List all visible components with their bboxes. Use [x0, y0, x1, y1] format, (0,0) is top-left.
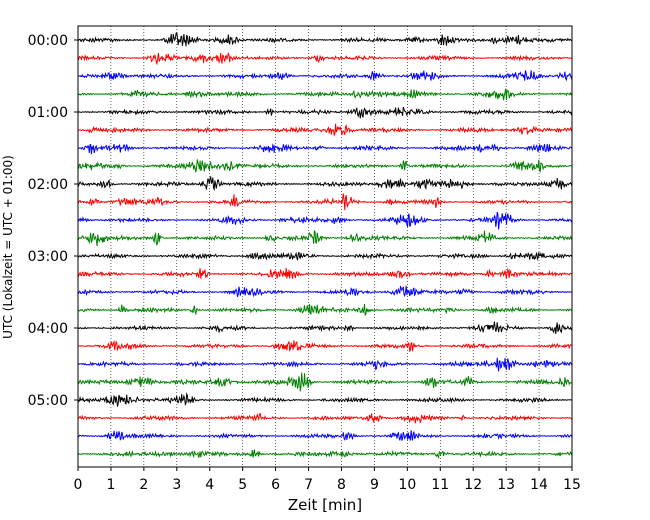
plot-area [77, 25, 573, 468]
x-tick-label: 0 [74, 477, 83, 493]
y-tick-label: 03:00 [28, 249, 68, 265]
seismic-trace-0545 [77, 449, 573, 460]
seismic-trace-0215 [77, 193, 573, 211]
x-tick-label: 4 [205, 477, 214, 493]
x-tick-label: 8 [337, 477, 346, 493]
seismic-trace-0445 [77, 372, 573, 392]
x-tick-label: 9 [370, 477, 379, 493]
x-tick-label: 7 [304, 477, 313, 493]
x-tick-label: 13 [497, 477, 515, 493]
y-tick-label: 02:00 [28, 177, 68, 193]
seismic-trace-0400 [77, 321, 573, 335]
seismic-trace-0315 [77, 267, 573, 279]
seismic-trace-0345 [77, 304, 573, 317]
y-tick-label: 05:00 [28, 393, 68, 409]
x-tick-label: 12 [464, 477, 482, 493]
seismic-trace-0000 [77, 31, 573, 47]
seismic-trace-0200 [77, 175, 573, 192]
seismic-trace-0130 [77, 143, 573, 155]
seismic-trace-0100 [77, 106, 573, 119]
x-tick-label: 15 [563, 477, 581, 493]
seismic-trace-0330 [77, 285, 573, 298]
x-tick-label: 10 [398, 477, 416, 493]
x-tick-label: 14 [530, 477, 548, 493]
seismic-trace-0015 [77, 51, 573, 66]
x-tick-label: 1 [106, 477, 115, 493]
x-axis: 0 1 2 3 4 5 6 7 8 9 10 11 12 13 14 15 [74, 467, 581, 493]
seismic-trace-0300 [77, 251, 573, 262]
y-axis: 00:00 01:00 02:00 03:00 04:00 05:00 [28, 33, 78, 409]
seismic-trace-0245 [77, 230, 573, 247]
seismic-trace-0230 [77, 211, 573, 230]
seismic-trace-0500 [77, 392, 573, 407]
seismic-trace-0415 [78, 339, 572, 353]
seismic-trace-0430 [77, 357, 573, 372]
x-tick-label: 3 [172, 477, 181, 493]
x-tick-label: 11 [431, 477, 449, 493]
y-tick-label: 04:00 [28, 321, 68, 337]
seismic-trace-0115 [77, 123, 573, 137]
x-axis-title: Zeit [min] [288, 496, 362, 514]
y-axis-title: UTC (Lokalzeit = UTC + 01:00) [1, 155, 15, 339]
x-tick-label: 6 [271, 477, 280, 493]
x-tick-label: 2 [139, 477, 148, 493]
x-tick-label: 5 [238, 477, 247, 493]
seismic-trace-0145 [77, 159, 572, 173]
y-tick-label: 01:00 [28, 105, 68, 121]
seismic-trace-0530 [77, 430, 573, 441]
seismic-trace-0030 [77, 70, 573, 82]
seismic-trace-0515 [77, 412, 573, 424]
seismic-trace-0045 [77, 88, 573, 101]
y-tick-label: 00:00 [28, 33, 68, 49]
plot-frame [77, 25, 573, 468]
